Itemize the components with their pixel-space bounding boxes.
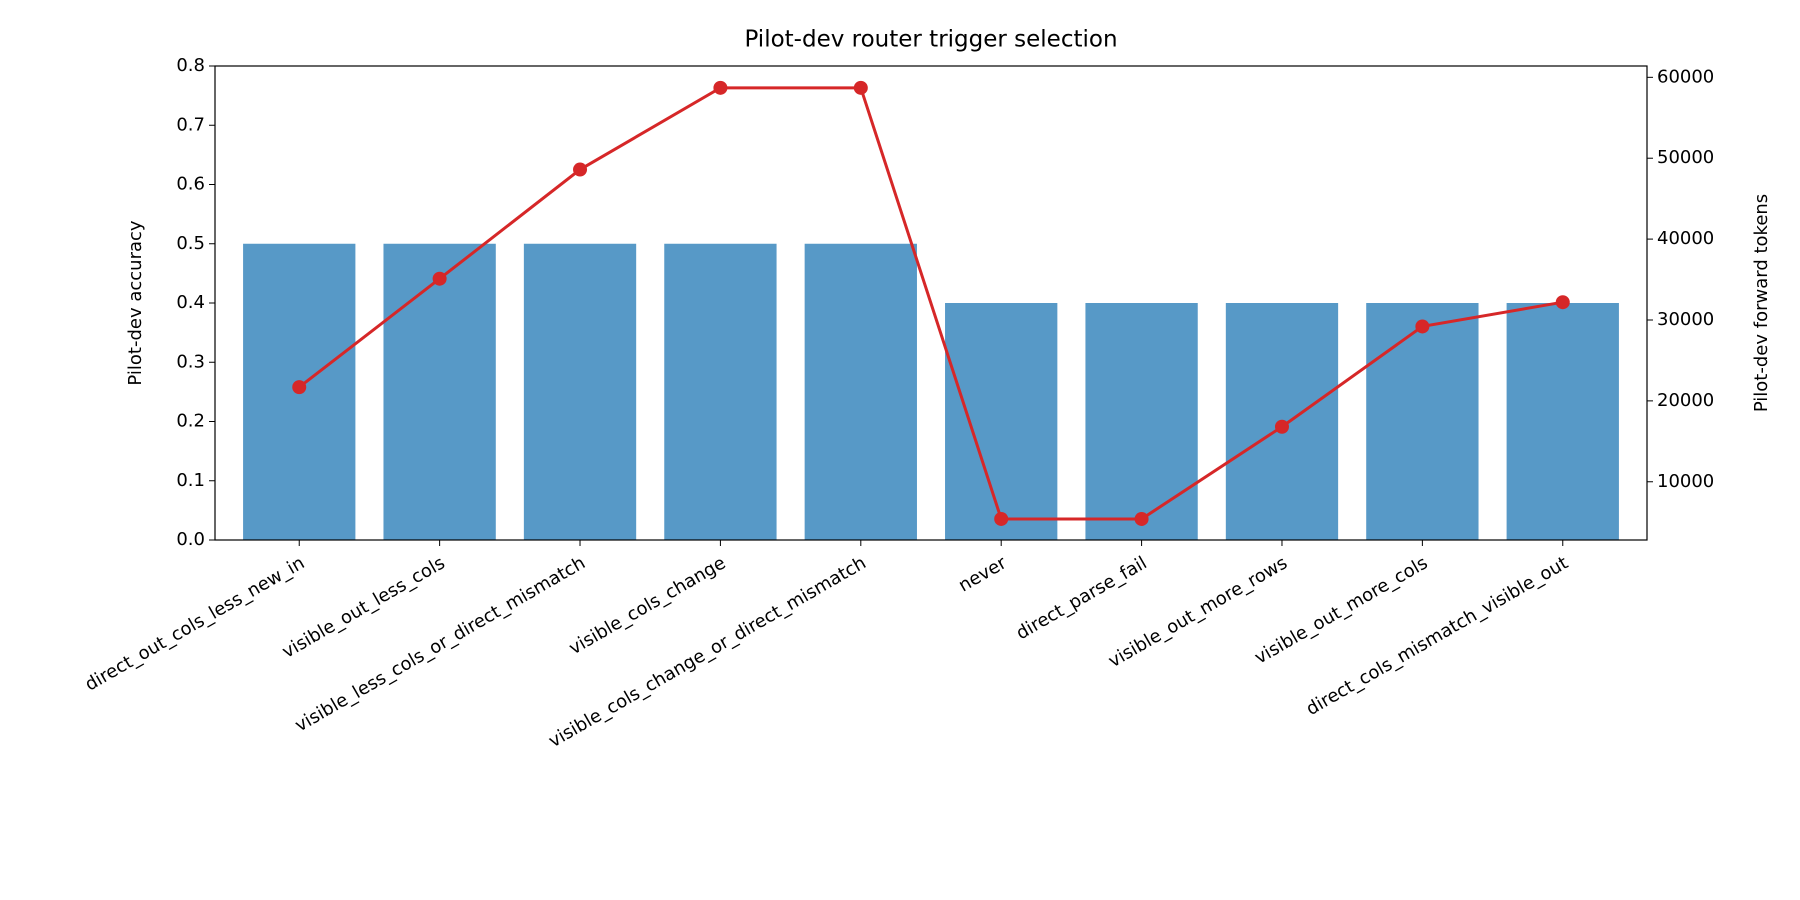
x-tick-label: direct_parse_fail <box>1013 552 1151 644</box>
y-tick-label: 0.8 <box>176 55 205 76</box>
y2-tick-label: 10000 <box>1657 471 1714 492</box>
line-marker <box>573 162 588 177</box>
y-tick-label: 0.2 <box>176 411 205 432</box>
bar <box>945 303 1058 540</box>
line-marker <box>713 80 728 95</box>
y2-tick-label: 60000 <box>1657 66 1714 87</box>
y-axis-label: Pilot-dev accuracy <box>125 220 146 385</box>
y-tick-label: 0.3 <box>176 351 205 372</box>
y2-tick-label: 30000 <box>1657 309 1714 330</box>
line-marker <box>1134 511 1149 526</box>
bar <box>664 243 777 540</box>
x-tick-label: direct_out_cols_less_new_in <box>82 552 309 695</box>
x-tick-label: never <box>955 552 1011 596</box>
line-marker <box>432 271 447 286</box>
line-marker <box>1415 319 1430 334</box>
bar <box>383 243 496 540</box>
bar <box>1506 303 1619 540</box>
y2-tick-label: 50000 <box>1657 147 1714 168</box>
line-marker <box>292 380 307 395</box>
bar <box>523 243 637 540</box>
line-marker <box>994 511 1009 526</box>
y-tick-label: 0.6 <box>176 174 205 195</box>
y-tick-label: 0.5 <box>176 233 205 254</box>
y-tick-label: 0.7 <box>176 114 205 135</box>
chart-title: Pilot-dev router trigger selection <box>744 27 1117 53</box>
bar <box>1366 303 1479 540</box>
x-tick-label: direct_cols_mismatch_visible_out <box>1303 552 1572 719</box>
y-tick-label: 0.1 <box>176 470 205 491</box>
y2-tick-label: 40000 <box>1657 228 1714 249</box>
line-marker <box>1274 419 1289 434</box>
x-tick-label: visible_less_cols_or_direct_mismatch <box>292 552 589 736</box>
line-marker <box>853 80 868 95</box>
bar <box>804 243 917 540</box>
y2-tick-label: 20000 <box>1657 390 1714 411</box>
y-tick-label: 0.0 <box>176 529 205 550</box>
line-marker <box>1555 295 1570 310</box>
y2-axis-label: Pilot-dev forward tokens <box>1751 194 1772 412</box>
bar <box>1085 303 1198 540</box>
line <box>298 86 1564 521</box>
y-tick-label: 0.4 <box>176 292 205 313</box>
